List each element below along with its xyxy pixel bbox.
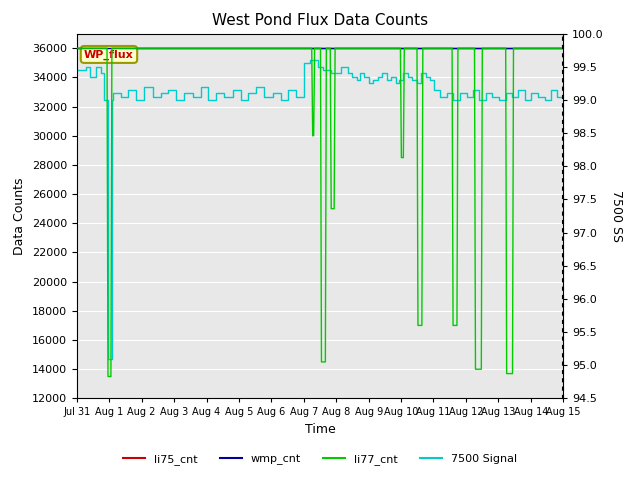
Y-axis label: 7500 SS: 7500 SS [611,190,623,242]
Text: WP_flux: WP_flux [84,49,134,60]
Title: West Pond Flux Data Counts: West Pond Flux Data Counts [212,13,428,28]
Legend: li75_cnt, wmp_cnt, li77_cnt, 7500 Signal: li75_cnt, wmp_cnt, li77_cnt, 7500 Signal [118,450,522,469]
Y-axis label: Data Counts: Data Counts [13,177,26,255]
X-axis label: Time: Time [305,423,335,436]
